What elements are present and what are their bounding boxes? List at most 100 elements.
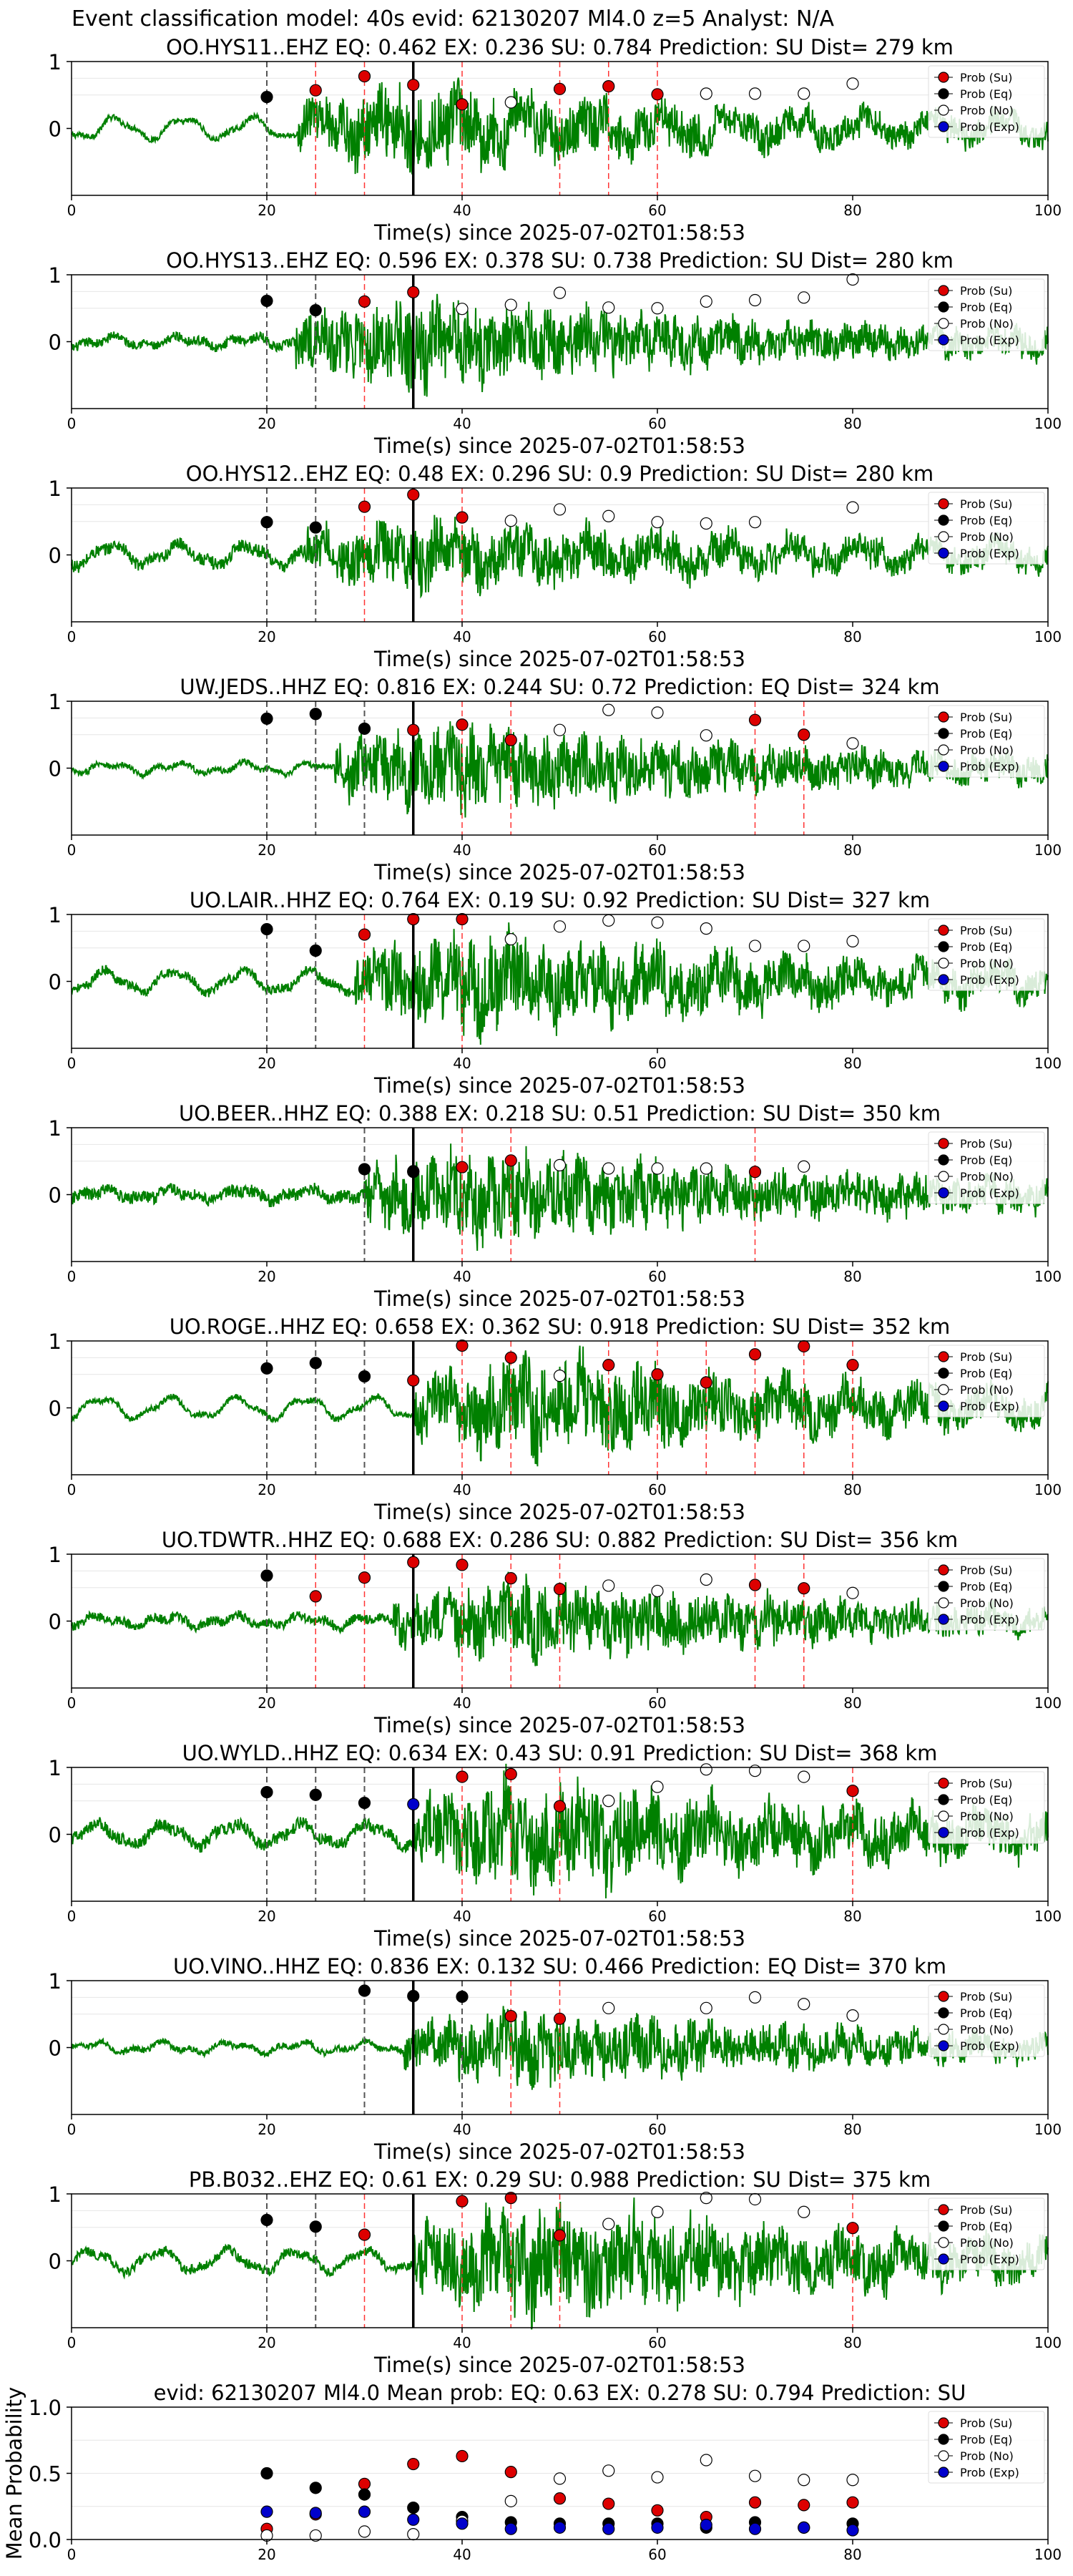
panel-title: UO.BEER..HHZ EQ: 0.388 EX: 0.218 SU: 0.5…: [179, 1101, 941, 1126]
prob-no-marker: [798, 2205, 810, 2218]
legend-label: Prob (Su): [960, 2416, 1012, 2430]
prob-su-marker: [748, 2496, 762, 2509]
panel-1: OO.HYS11..EHZ EQ: 0.462 EX: 0.236 SU: 0.…: [49, 35, 1062, 245]
prob-eq-marker: [358, 1370, 371, 1383]
prob-su-marker: [651, 88, 664, 101]
prob-su-marker: [602, 79, 615, 93]
legend-label: Prob (No): [960, 104, 1014, 117]
prob-no-marker: [846, 501, 859, 514]
waveform-trace: [71, 77, 1049, 175]
x-tick-label: 0: [67, 1481, 77, 1498]
prob-no-marker: [553, 286, 567, 299]
legend-label: Prob (Eq): [960, 1793, 1012, 1807]
prob-no-marker: [602, 509, 615, 522]
prob-su-marker: [456, 1770, 469, 1783]
prob-eq-marker: [309, 708, 322, 721]
x-tick-label: 40: [453, 2121, 471, 2138]
prob-su-marker: [407, 1556, 420, 1568]
prob-no-marker: [700, 1573, 712, 1586]
prob-su-marker: [407, 723, 420, 736]
legend-marker: [938, 1794, 949, 1805]
prob-no-marker: [798, 2474, 810, 2487]
prob-exp-marker: [748, 2522, 762, 2535]
legend-box: [928, 1771, 1045, 1844]
prob-eq-marker: [260, 90, 273, 104]
legend-label: Prob (Su): [960, 711, 1012, 724]
x-axis-label: Time(s) since 2025-07-02T01:58:53: [373, 1713, 745, 1737]
legend-box: [928, 1345, 1045, 1418]
legend-marker: [938, 2237, 949, 2248]
x-tick-label: 20: [258, 1268, 275, 1285]
prob-no-marker: [846, 2474, 859, 2487]
prob-su-marker: [456, 98, 469, 111]
prob-eq-marker: [260, 922, 273, 936]
x-tick-label: 20: [258, 202, 275, 219]
figure-title: Event classification model: 40s evid: 62…: [72, 6, 834, 31]
x-tick-label: 40: [453, 202, 471, 219]
prob-no-marker: [748, 1765, 762, 1777]
panel-title: OO.HYS11..EHZ EQ: 0.462 EX: 0.236 SU: 0.…: [166, 35, 954, 59]
panel-9: UO.WYLD..HHZ EQ: 0.634 EX: 0.43 SU: 0.91…: [49, 1741, 1062, 1951]
legend-label: Prob (No): [960, 530, 1014, 544]
prob-no-marker: [602, 1162, 615, 1175]
legend-label: Prob (No): [960, 2449, 1014, 2463]
x-tick-label: 40: [453, 628, 471, 645]
legend-label: Prob (Eq): [960, 1153, 1012, 1167]
prob-su-marker: [504, 1351, 517, 1364]
prob-su-marker: [798, 2499, 810, 2512]
x-tick-label: 80: [843, 2121, 861, 2138]
legend-marker: [938, 498, 949, 509]
legend-marker: [938, 301, 949, 313]
x-tick-label: 40: [453, 2546, 471, 2563]
y-tick-label: 0: [49, 1184, 62, 1208]
prob-no-marker: [700, 295, 712, 308]
prob-no-marker: [798, 1998, 810, 2011]
prob-no-marker: [504, 2494, 517, 2507]
legend-marker: [938, 761, 949, 772]
x-tick-label: 80: [843, 2546, 861, 2563]
x-tick-label: 80: [843, 1481, 861, 1498]
prob-exp-marker: [651, 2521, 664, 2534]
prob-no-marker: [651, 302, 664, 315]
prob-no-marker: [700, 729, 712, 742]
legend-marker: [938, 1138, 949, 1149]
prob-eq-marker: [260, 1362, 273, 1375]
x-tick-label: 100: [1034, 1055, 1062, 1072]
legend-marker: [938, 2434, 949, 2445]
waveform-trace: [71, 1345, 1049, 1467]
x-axis-label: Time(s) since 2025-07-02T01:58:53: [373, 1073, 745, 1098]
legend-label: Prob (Su): [960, 1990, 1012, 2004]
prob-no-marker: [651, 1584, 664, 1598]
legend-label: Prob (Eq): [960, 514, 1012, 527]
prob-exp-marker: [504, 2522, 517, 2535]
prob-su-marker: [358, 500, 371, 513]
legend-label: Prob (No): [960, 1810, 1014, 1823]
panel-11: PB.B032..EHZ EQ: 0.61 EX: 0.29 SU: 0.988…: [49, 2167, 1062, 2377]
legend-label: Prob (No): [960, 743, 1014, 757]
prob-no-marker: [602, 1579, 615, 1592]
legend-label: Prob (Eq): [960, 727, 1012, 741]
x-tick-label: 60: [648, 415, 666, 432]
prob-eq-marker: [358, 2488, 371, 2501]
legend-marker: [938, 285, 949, 296]
panel-4: UW.JEDS..HHZ EQ: 0.816 EX: 0.244 SU: 0.7…: [49, 675, 1062, 884]
x-tick-label: 20: [258, 1908, 275, 1925]
panel-8: UO.TDWTR..HHZ EQ: 0.688 EX: 0.286 SU: 0.…: [49, 1528, 1062, 1737]
prob-eq-marker: [358, 1163, 371, 1176]
x-tick-label: 60: [648, 841, 666, 859]
panel-title: OO.HYS13..EHZ EQ: 0.596 EX: 0.378 SU: 0.…: [166, 248, 954, 273]
x-axis-label: Time(s) since 2025-07-02T01:58:53: [373, 2140, 745, 2164]
legend-label: Prob (Exp): [960, 333, 1019, 347]
y-tick-label: 1: [49, 2182, 62, 2207]
waveform-trace: [71, 514, 1049, 599]
panel-2: OO.HYS13..EHZ EQ: 0.596 EX: 0.378 SU: 0.…: [49, 248, 1062, 458]
prob-exp-marker: [553, 2521, 567, 2534]
legend-label: Prob (Exp): [960, 760, 1019, 774]
prob-no-marker: [700, 2001, 712, 2014]
legend-marker: [938, 531, 949, 542]
x-tick-label: 60: [648, 1908, 666, 1925]
y-tick-label: 0: [49, 331, 62, 355]
prob-no-marker: [748, 940, 762, 952]
y-tick-label: 1: [49, 477, 62, 501]
prob-no-marker: [602, 1795, 615, 1807]
